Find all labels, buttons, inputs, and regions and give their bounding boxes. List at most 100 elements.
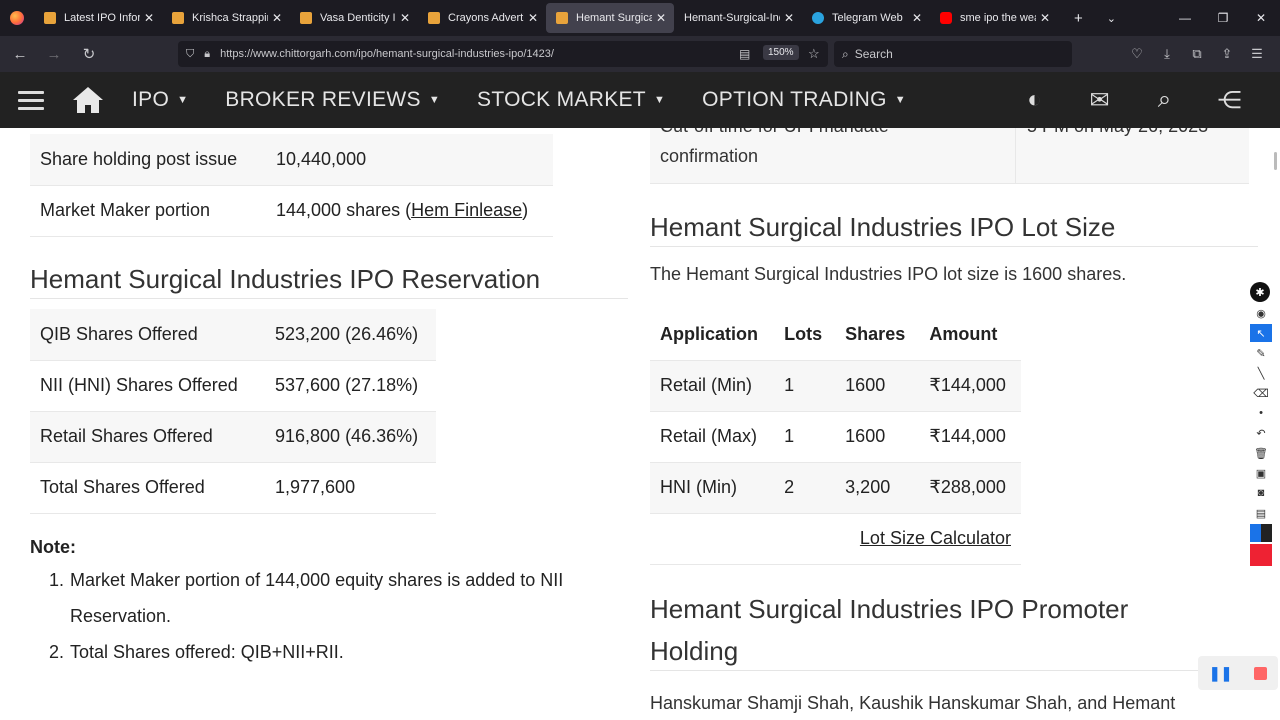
pause-icon[interactable]: ❚❚ xyxy=(1208,664,1233,681)
close-tab-icon[interactable]: ✕ xyxy=(911,11,922,25)
nav-menu-broker-reviews[interactable]: BROKER REVIEWS ▼ xyxy=(225,88,440,112)
trash-icon[interactable]: 🗑︎ xyxy=(1254,447,1268,460)
color-picker-icon[interactable] xyxy=(1250,524,1272,542)
hem-finlease-link[interactable]: Hem Finlease xyxy=(411,200,523,220)
close-tab-icon[interactable]: ✕ xyxy=(399,11,410,25)
caret-down-icon: ▼ xyxy=(177,94,189,106)
close-tab-icon[interactable]: ✕ xyxy=(783,11,794,25)
row-label: Total Shares Offered xyxy=(30,462,265,514)
tab-title: Vasa Denticity IPO xyxy=(320,12,396,24)
reader-view-icon[interactable]: ▤ xyxy=(739,47,751,61)
close-tab-icon[interactable]: ✕ xyxy=(527,11,538,25)
eraser-icon[interactable]: ⌫ xyxy=(1253,387,1269,400)
cursor-icon[interactable]: ↖ xyxy=(1250,324,1272,342)
tab-title: sme ipo the wealth xyxy=(960,12,1036,24)
browser-tab[interactable]: sme ipo the wealth✕ xyxy=(930,0,1058,36)
browser-tab[interactable]: Telegram Web ✕ xyxy=(802,0,930,36)
close-tab-icon[interactable]: ✕ xyxy=(271,11,282,25)
address-bar[interactable]: ⛉ 🔒︎ https://www.chittorgarh.com/ipo/hem… xyxy=(178,41,828,67)
mail-icon[interactable]: ✉ xyxy=(1089,86,1110,114)
minimize-icon[interactable]: — xyxy=(1179,11,1191,25)
table-row: Share holding post issue 10,440,000 xyxy=(30,134,553,186)
toolbar-logo-icon[interactable]: ✱ xyxy=(1250,282,1270,302)
cell: 1 xyxy=(774,360,836,412)
home-icon[interactable] xyxy=(72,85,104,115)
screenshot-icon[interactable]: ▣ xyxy=(1255,467,1267,480)
caret-down-icon: ▼ xyxy=(428,94,441,106)
eye-icon[interactable]: ◉ xyxy=(1256,307,1266,320)
close-window-icon[interactable]: ✕ xyxy=(1255,11,1267,25)
chittorgarh-favicon-icon xyxy=(300,12,312,24)
color-swatch-red[interactable] xyxy=(1250,544,1272,566)
cell: Retail (Min) xyxy=(650,360,775,412)
row-value: 1,977,600 xyxy=(265,462,436,514)
clipboard-icon[interactable]: ▤ xyxy=(1255,507,1267,520)
back-icon[interactable]: ← xyxy=(12,45,28,63)
reload-icon[interactable]: ↻ xyxy=(82,46,96,63)
nav-menu-ipo[interactable]: IPO ▼ xyxy=(132,88,188,112)
camera-icon[interactable]: ◙ xyxy=(1257,487,1265,499)
reservation-table: QIB Shares Offered 523,200 (26.46%) NII (… xyxy=(30,309,436,514)
search-icon[interactable]: ⌕ xyxy=(1157,86,1172,113)
heading-line: Holding xyxy=(650,636,739,666)
firefox-menu-icon[interactable] xyxy=(0,0,34,36)
telegram-icon xyxy=(812,12,824,24)
nav-label: STOCK MARKET xyxy=(477,88,646,111)
cutoff-label-line: confirmation xyxy=(660,146,759,166)
scrollbar-thumb[interactable] xyxy=(1274,152,1277,170)
browser-tab[interactable]: Crayons Advertisi✕ xyxy=(418,0,546,36)
list-tabs-icon[interactable]: ⌄ xyxy=(1106,12,1116,25)
table-row: QIB Shares Offered 523,200 (26.46%) xyxy=(30,309,436,361)
search-bar[interactable]: ⌕ Search xyxy=(834,41,1072,67)
column-header: Application xyxy=(650,309,775,361)
undo-icon[interactable]: ↶ xyxy=(1256,427,1266,440)
browser-tab[interactable]: Vasa Denticity IPO✕ xyxy=(290,0,418,36)
browser-navigation-bar: ← → ↻ ⛉ 🔒︎ https://www.chittorgarh.com/i… xyxy=(0,36,1280,72)
line-icon[interactable]: ╲ xyxy=(1257,367,1265,380)
pencil-icon[interactable]: ✎ xyxy=(1256,347,1266,360)
nav-menu-option-trading[interactable]: OPTION TRADING ▼ xyxy=(702,88,906,112)
lock-icon[interactable]: 🔒︎ xyxy=(204,47,211,60)
row-value: 523,200 (26.46%) xyxy=(265,309,436,361)
restore-icon[interactable]: ❐ xyxy=(1217,11,1229,25)
share-icon[interactable]: ⋲ xyxy=(1217,86,1242,114)
zoom-level[interactable]: 150% xyxy=(763,45,799,60)
note-text: Reservation. xyxy=(70,606,172,626)
value-text: ) xyxy=(522,200,529,220)
nav-menu-stock-market[interactable]: STOCK MARKET ▼ xyxy=(477,88,665,112)
theme-toggle-icon[interactable]: ◐ xyxy=(1027,86,1042,113)
extensions-icon[interactable]: ⧉ xyxy=(1192,46,1202,61)
close-tab-icon[interactable]: ✕ xyxy=(1039,11,1050,25)
row-label: NII (HNI) Shares Offered xyxy=(30,360,265,412)
shield-icon[interactable]: ⛉ xyxy=(186,47,195,60)
browser-tab-active[interactable]: Hemant Surgical I✕ xyxy=(546,3,674,33)
close-tab-icon[interactable]: ✕ xyxy=(143,11,154,25)
dot-icon[interactable]: • xyxy=(1259,407,1263,419)
table-row: Lot Size Calculator xyxy=(650,513,1021,565)
table-row: Market Maker portion 144,000 shares (Hem… xyxy=(30,185,553,237)
stop-icon[interactable] xyxy=(1254,666,1268,680)
tab-title: Telegram Web xyxy=(832,12,903,24)
bookmark-star-icon[interactable]: ☆ xyxy=(808,46,820,61)
tab-title: Crayons Advertisi xyxy=(448,12,524,24)
app-menu-icon[interactable]: ☰ xyxy=(1251,46,1263,61)
cutoff-label-line: Cut-off time for UPI mandate xyxy=(660,128,889,136)
browser-tab[interactable]: Latest IPO Informa✕ xyxy=(34,0,162,36)
share-icon[interactable]: ⇪ xyxy=(1221,46,1233,61)
downloads-icon[interactable]: ⤓ xyxy=(1164,46,1170,61)
lot-size-calculator-link[interactable]: Lot Size Calculator xyxy=(859,528,1011,548)
promoter-heading: Hemant Surgical Industries IPO Promoter H… xyxy=(650,588,1128,672)
tab-title: Latest IPO Informa xyxy=(64,12,140,24)
lot-size-text: The Hemant Surgical Industries IPO lot s… xyxy=(650,264,1127,284)
issue-details-table: Share holding post issue 10,440,000 Mark… xyxy=(30,134,553,237)
browser-tab[interactable]: Hemant-Surgical-Indu✕ xyxy=(674,0,802,36)
close-tab-icon[interactable]: ✕ xyxy=(655,11,666,25)
row-label: Market Maker portion xyxy=(30,185,266,237)
hamburger-menu-icon[interactable] xyxy=(18,86,44,115)
new-tab-icon[interactable]: + xyxy=(1074,9,1083,27)
cutoff-label: Cut-off time for UPI mandate confirmation xyxy=(660,128,889,171)
tab-title: Hemant Surgical I xyxy=(576,12,652,24)
browser-tab[interactable]: Krishca Strapping✕ xyxy=(162,0,290,36)
divider xyxy=(650,246,1258,247)
pocket-icon[interactable]: ♡ xyxy=(1131,46,1143,61)
